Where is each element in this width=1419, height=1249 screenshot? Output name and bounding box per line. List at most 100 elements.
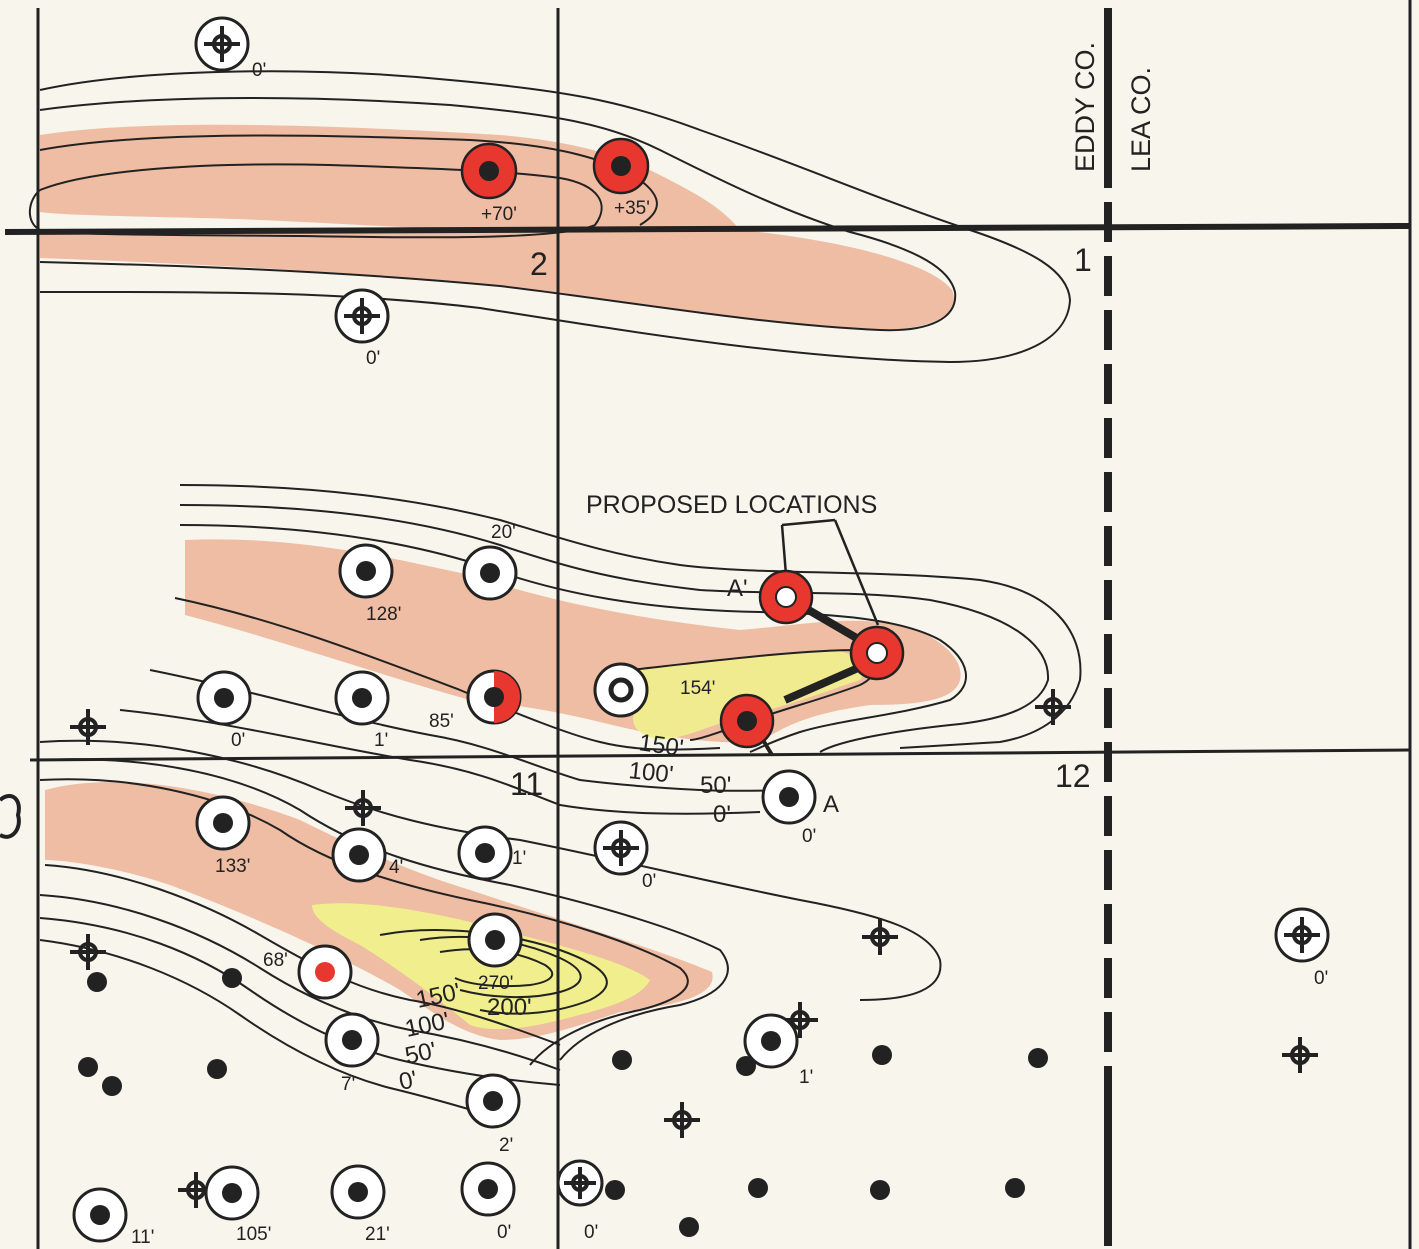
dry-hole-symbol [1274,907,1330,963]
south-contour-0 [39,939,481,1113]
contour-label: 50' [700,772,731,799]
contour-label: 100' [627,757,674,789]
section-number: 11 [510,766,543,802]
oil-well-symbol [467,912,523,968]
oil-well-symbol [72,1187,128,1243]
section-a-prime-segment [797,601,863,644]
well-dot [605,1180,625,1200]
south-yellow-fill [312,903,650,1030]
well-dot [78,1057,98,1077]
contour-label: 0' [397,1066,420,1096]
well-dots [78,968,1048,1237]
north-contour-3 [39,134,658,226]
north-bar-fill-east [40,230,954,330]
contour-label: 200' [487,994,532,1021]
well-dot [1028,1048,1048,1068]
wells [70,16,1330,1243]
red-well-symbol [592,137,650,195]
well-value: 270' [478,973,513,994]
labels: EDDY CO. LEA CO. PROPOSED LOCATIONS 2 1 … [131,42,1328,1248]
leader-1 [780,524,788,576]
well-value: 2' [499,1135,513,1156]
oil-well-symbol [743,1013,799,1069]
well-dot [679,1217,699,1237]
oil-well-symbol [330,1164,386,1220]
well-dot [736,1056,756,1076]
section-number: 1 [1074,242,1092,278]
section-grid [4,0,1412,1249]
abandoned-symbol [664,1102,700,1138]
well-value: 11' [131,1227,154,1248]
well-value: 85' [429,711,454,732]
contour-label: 150' [637,729,685,762]
oil-well-symbol [460,1161,516,1217]
north-contour-outer [39,70,1072,364]
middle-contour-1 [179,484,1082,749]
dry-hole-symbol [194,16,250,72]
well-value: 133' [215,856,250,877]
proposed-locations-label: PROPOSED LOCATIONS [586,491,877,519]
well-dot [207,1059,227,1079]
well-value: 0' [366,348,380,369]
well-dot [102,1076,122,1096]
oil-well-symbol [297,944,353,1000]
oil-well-symbol [331,827,387,883]
half-red-well-symbol [466,669,522,725]
abandoned-symbol [70,709,106,745]
well-value: 1' [512,848,526,869]
well-value: 0' [584,1222,598,1243]
well-value: 0' [231,730,245,751]
oil-well-symbol [457,825,513,881]
well-value: 1' [374,730,388,751]
well-value: +70' [481,204,517,225]
proposed-locations-leaders [780,518,880,626]
contour-label: 0' [713,801,731,828]
well-value: 1' [799,1067,813,1088]
south-contour-1 [39,739,942,1001]
middle-contour-0 [119,709,761,815]
well-value: 0' [1314,968,1328,989]
well-value: 0' [252,60,266,81]
section-number: 2 [530,246,548,282]
abandoned-symbol [1282,1037,1318,1073]
well-dot [870,1180,890,1200]
oil-well-symbol [204,1165,260,1221]
well-value: 128' [366,604,401,625]
partial-edge-glyph [0,794,21,839]
well-dot [748,1178,768,1198]
point-label-a-prime: A' [727,575,748,602]
well-value: 20' [491,522,516,543]
well-dot [612,1050,632,1070]
south-contour-100 [39,894,561,1071]
point-label-a: A [823,791,839,818]
well-value: 7' [341,1074,355,1095]
oil-well-symbol-a [761,769,817,825]
oil-well-symbol [593,662,649,718]
well-value: 68' [263,950,288,971]
county-label-lea: LEA CO. [1126,67,1156,172]
grid-horizontal-north [4,223,1411,235]
middle-contour-50 [149,669,801,792]
abandoned-symbol [70,934,106,970]
red-well-symbol [719,693,775,749]
leader-3 [833,519,880,626]
oil-well-symbol [324,1012,380,1068]
south-contour-2 [39,758,729,1061]
middle-contour-3 [179,524,967,753]
dry-hole-symbol [556,1159,604,1207]
abandoned-symbol [862,919,898,955]
well-value: 4' [389,857,403,878]
well-value: +35' [614,198,650,219]
well-dot [872,1045,892,1065]
county-label-eddy: EDDY CO. [1070,42,1100,172]
contours [28,70,1082,1113]
well-value: 0' [497,1222,511,1243]
dry-hole-symbol [593,820,649,876]
proposed-location-a-prime [758,569,814,625]
section-number: 12 [1055,758,1091,794]
south-contour-200 [379,929,608,1015]
oil-well-symbol [196,670,252,726]
leader-2 [781,518,836,527]
middle-contour-2 [179,504,1050,753]
